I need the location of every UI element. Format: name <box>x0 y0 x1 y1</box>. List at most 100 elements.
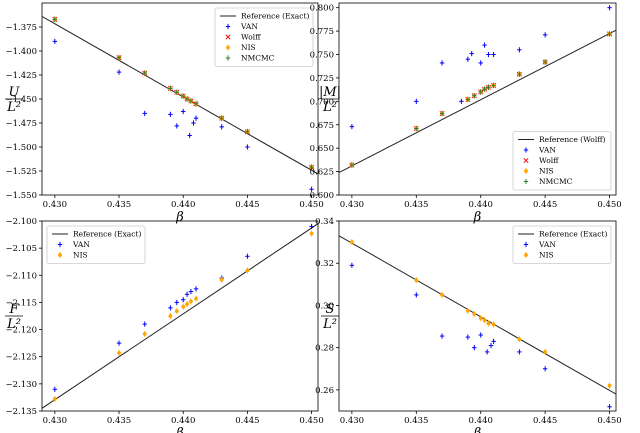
data-point <box>482 86 487 92</box>
legend-label: NIS <box>539 167 554 176</box>
chart-panel-4: 0.430 0.435 0.440 0.445 0.450 0.34 0.32 0.30 0.2… <box>315 217 622 433</box>
legend-item: Reference (Exact) <box>220 12 309 21</box>
y-tick-label: 0.750 <box>310 51 334 61</box>
x-tick-label: 0.430 <box>43 416 67 426</box>
x-tick-label: 0.445 <box>533 416 557 426</box>
data-point <box>472 310 477 317</box>
data-point <box>465 334 471 340</box>
x-tick-label: 0.440 <box>171 200 195 210</box>
data-point <box>439 110 445 117</box>
legend-label: NMCMC <box>241 54 275 63</box>
data-point <box>193 101 199 107</box>
data-point <box>117 349 121 356</box>
data-point <box>309 186 314 192</box>
data-point <box>52 16 58 22</box>
data-point <box>523 157 529 164</box>
legend-item: NIS <box>524 167 554 176</box>
legend-label: VAN <box>538 240 556 249</box>
legend-box <box>512 131 612 191</box>
data-point <box>607 31 612 37</box>
data-point <box>439 333 445 339</box>
data-point <box>472 93 477 99</box>
x-tick-label: 0.445 <box>235 200 259 210</box>
data-point <box>465 96 471 103</box>
data-point <box>142 70 147 76</box>
data-point <box>225 55 231 61</box>
y-tick-label: −2.120 <box>6 326 37 336</box>
data-point <box>349 239 354 246</box>
data-point <box>414 277 419 284</box>
legend-label: Reference (Wolff) <box>539 135 606 144</box>
legend-label: Reference (Exact) <box>241 12 309 21</box>
y-axis-label-denominator: L² <box>6 317 21 332</box>
x-tick-label: 0.440 <box>469 416 493 426</box>
data-point <box>245 144 250 150</box>
data-point <box>542 32 548 38</box>
x-axis-label: β <box>175 210 184 225</box>
data-point <box>116 55 122 61</box>
data-point <box>194 295 198 302</box>
legend-label: Wolff <box>241 33 261 42</box>
data-point <box>491 51 496 58</box>
data-point <box>414 292 419 298</box>
legend-item: VAN <box>523 240 556 249</box>
legend-label: VAN <box>72 240 90 249</box>
data-point <box>523 147 529 153</box>
y-axis-label-denominator: L² <box>322 317 337 332</box>
data-point <box>181 93 186 99</box>
series-van <box>52 38 314 192</box>
legend-label: Reference (Exact) <box>73 230 141 239</box>
y-tick-label: −2.125 <box>6 353 37 363</box>
legend-box <box>512 225 612 264</box>
legend-item: VAN <box>523 146 556 155</box>
reference-line <box>42 16 318 175</box>
data-point <box>168 85 173 92</box>
x-tick-label: 0.450 <box>597 200 621 210</box>
legend-label: Reference (Exact) <box>539 230 607 239</box>
data-point <box>486 51 491 58</box>
data-point <box>189 298 193 305</box>
y-tick-label: −1.375 <box>6 23 37 33</box>
data-point <box>181 108 186 115</box>
data-point <box>309 223 314 230</box>
y-tick-label: 0.600 <box>310 191 334 201</box>
data-point <box>524 252 528 258</box>
series-nmcmc <box>349 31 612 168</box>
data-point <box>193 115 199 121</box>
data-point <box>414 125 419 132</box>
data-point <box>245 267 250 274</box>
legend: Reference (Exact)VAN NIS <box>512 225 612 264</box>
y-tick-label: 0.30 <box>315 301 334 311</box>
legend-item: NMCMC <box>523 177 573 186</box>
reference-line <box>42 223 318 409</box>
data-point <box>524 168 528 174</box>
data-point <box>52 38 58 44</box>
data-point <box>225 23 231 30</box>
plot-frame <box>41 220 319 412</box>
legend-item: NMCMC <box>225 54 275 63</box>
x-tick-label: 0.440 <box>469 200 493 210</box>
data-point <box>517 336 522 343</box>
data-point <box>491 338 496 344</box>
data-point <box>188 288 194 295</box>
series-van <box>349 5 612 130</box>
data-point <box>193 286 199 292</box>
legend-item: VAN <box>225 22 258 31</box>
data-point <box>309 164 314 170</box>
x-tick-label: 0.440 <box>171 416 195 426</box>
data-point <box>607 5 612 11</box>
y-tick-label: 0.26 <box>315 386 334 396</box>
x-axis-label: β <box>473 426 482 433</box>
y-tick-label: 0.625 <box>310 168 334 178</box>
data-point <box>517 349 522 355</box>
data-area <box>42 223 318 409</box>
x-tick-label: 0.435 <box>107 200 131 210</box>
legend-item: NIS <box>226 43 256 52</box>
data-point <box>191 120 196 126</box>
data-point <box>543 348 548 355</box>
data-point <box>478 60 483 66</box>
y-tick-label: −1.525 <box>6 167 37 177</box>
x-tick-label: 0.435 <box>404 200 428 210</box>
legend-item: Reference (Exact) <box>52 230 141 239</box>
